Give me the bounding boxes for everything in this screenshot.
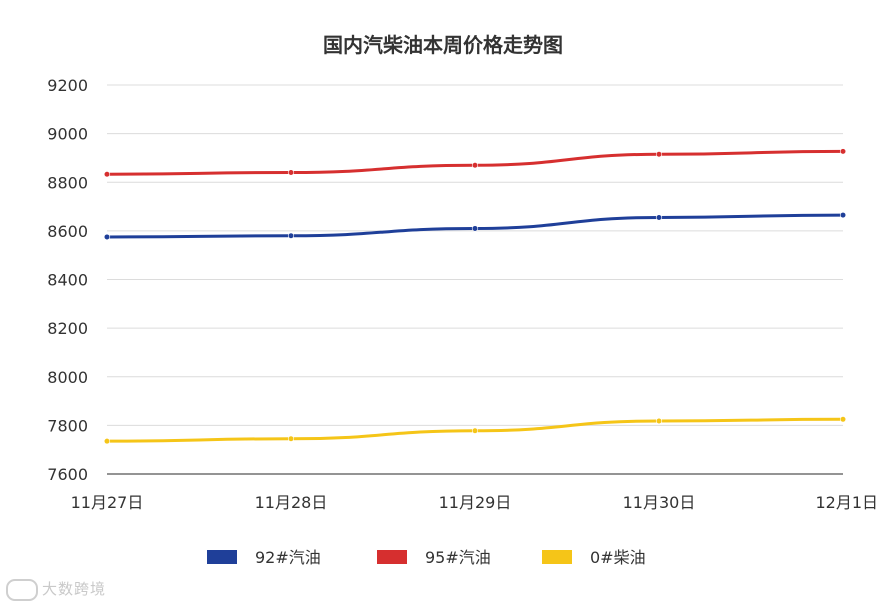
watermark-logo-icon — [6, 578, 38, 601]
y-tick-label: 8800 — [47, 173, 88, 192]
data-point[interactable] — [471, 427, 479, 434]
data-point[interactable] — [839, 211, 847, 219]
y-tick-label: 7600 — [47, 465, 88, 484]
y-tick-label: 8600 — [47, 222, 88, 241]
x-tick-label: 12月1日 — [815, 493, 878, 512]
data-point[interactable] — [839, 416, 847, 423]
data-point[interactable] — [287, 435, 295, 442]
legend: 92#汽油 95#汽油 0#柴油 — [207, 548, 646, 567]
data-point[interactable] — [655, 214, 663, 221]
watermark: 大数跨境 — [6, 578, 106, 601]
x-axis-ticks: 11月27日 11月28日 11月29日 11月30日 12月1日 — [71, 493, 878, 512]
series-2 — [103, 416, 847, 445]
y-tick-label: 9000 — [47, 125, 88, 144]
legend-label[interactable]: 92#汽油 — [255, 548, 321, 567]
x-tick-label: 11月27日 — [71, 493, 144, 512]
y-axis-ticks: 7600 7800 8000 8200 8400 8600 8800 9000 9200 — [47, 76, 88, 484]
data-point[interactable] — [471, 225, 479, 232]
data-point[interactable] — [655, 417, 663, 425]
legend-label[interactable]: 95#汽油 — [425, 548, 491, 567]
series-0 — [103, 211, 847, 241]
data-point[interactable] — [287, 232, 295, 239]
series-1 — [103, 148, 847, 178]
chart-title: 国内汽柴油本周价格走势图 — [323, 33, 563, 57]
data-point[interactable] — [103, 171, 111, 178]
legend-label[interactable]: 0#柴油 — [590, 548, 646, 567]
y-tick-label: 8200 — [47, 319, 88, 338]
x-tick-label: 11月30日 — [623, 493, 696, 512]
x-tick-label: 11月29日 — [439, 493, 512, 512]
data-point[interactable] — [655, 151, 663, 158]
y-tick-label: 8400 — [47, 271, 88, 290]
x-tick-label: 11月28日 — [255, 493, 328, 512]
y-tick-label: 9200 — [47, 76, 88, 95]
data-point[interactable] — [471, 162, 479, 169]
legend-swatch[interactable] — [207, 550, 237, 564]
series-layer — [103, 148, 847, 445]
y-tick-label: 7800 — [47, 416, 88, 435]
data-point[interactable] — [103, 233, 111, 241]
grid-layer — [107, 84, 843, 475]
legend-swatch[interactable] — [377, 550, 407, 564]
data-point[interactable] — [287, 169, 295, 176]
legend-swatch[interactable] — [542, 550, 572, 564]
data-point[interactable] — [839, 148, 847, 155]
y-tick-label: 8000 — [47, 368, 88, 387]
data-point[interactable] — [103, 438, 111, 445]
watermark-text: 大数跨境 — [42, 580, 107, 598]
